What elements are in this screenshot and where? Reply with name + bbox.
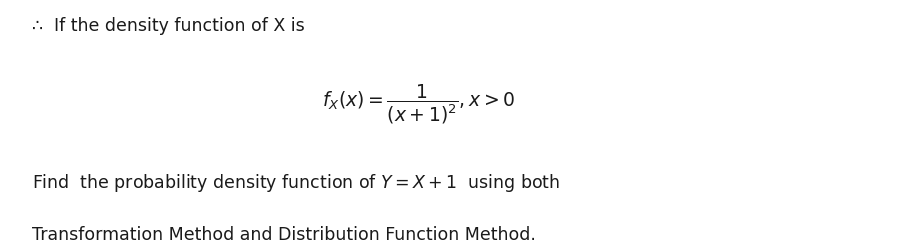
Text: Transformation Method and Distribution Function Method.: Transformation Method and Distribution F…	[32, 226, 536, 244]
Text: ∴  If the density function of X is: ∴ If the density function of X is	[32, 17, 304, 35]
Text: $f_X(x) = \dfrac{1}{(x+1)^2},x > 0$: $f_X(x) = \dfrac{1}{(x+1)^2},x > 0$	[322, 83, 516, 126]
Text: Find  the probability density function of $Y = X + 1$  using both: Find the probability density function of…	[32, 172, 560, 194]
